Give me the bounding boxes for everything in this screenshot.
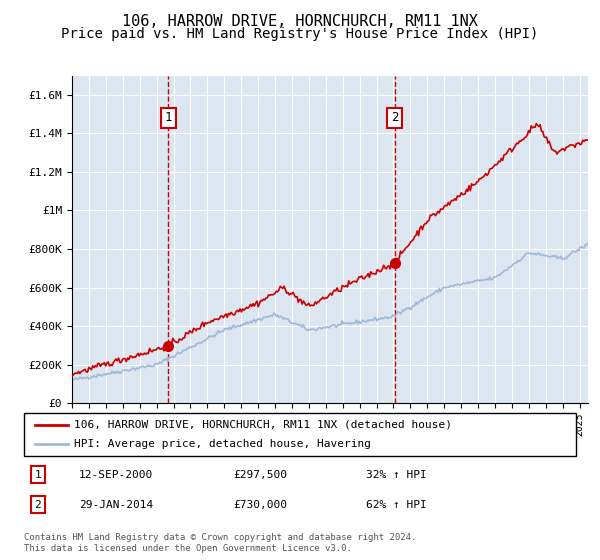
Text: 12-SEP-2000: 12-SEP-2000 (79, 470, 154, 479)
FancyBboxPatch shape (24, 413, 576, 456)
Text: 32% ↑ HPI: 32% ↑ HPI (366, 470, 427, 479)
Text: 29-JAN-2014: 29-JAN-2014 (79, 500, 154, 510)
Text: 1: 1 (34, 470, 41, 479)
Text: £730,000: £730,000 (234, 500, 288, 510)
Text: Contains HM Land Registry data © Crown copyright and database right 2024.
This d: Contains HM Land Registry data © Crown c… (24, 533, 416, 553)
Text: 1: 1 (164, 111, 172, 124)
Text: 106, HARROW DRIVE, HORNCHURCH, RM11 1NX: 106, HARROW DRIVE, HORNCHURCH, RM11 1NX (122, 14, 478, 29)
Text: 2: 2 (391, 111, 398, 124)
Text: Price paid vs. HM Land Registry's House Price Index (HPI): Price paid vs. HM Land Registry's House … (61, 27, 539, 41)
Text: HPI: Average price, detached house, Havering: HPI: Average price, detached house, Have… (74, 439, 371, 449)
Text: £297,500: £297,500 (234, 470, 288, 479)
Text: 2: 2 (34, 500, 41, 510)
Text: 62% ↑ HPI: 62% ↑ HPI (366, 500, 427, 510)
Text: 106, HARROW DRIVE, HORNCHURCH, RM11 1NX (detached house): 106, HARROW DRIVE, HORNCHURCH, RM11 1NX … (74, 420, 452, 430)
